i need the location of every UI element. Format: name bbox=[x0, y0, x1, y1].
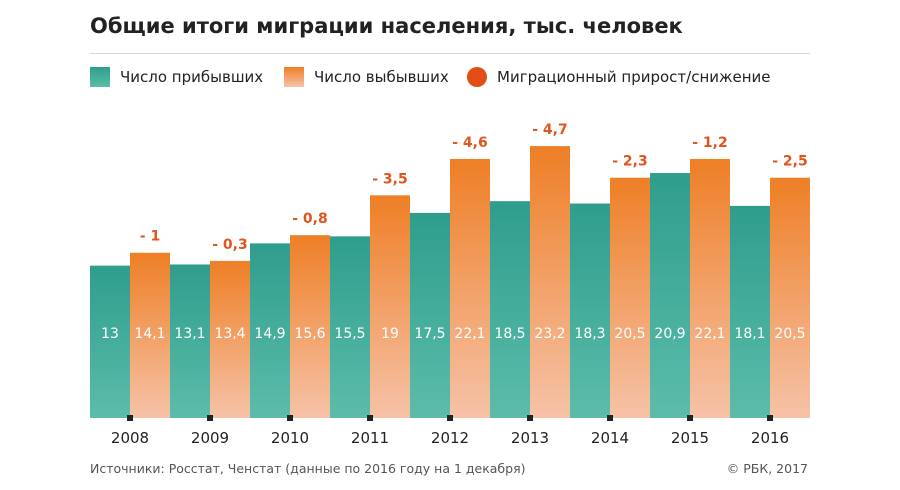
axis-tick bbox=[767, 415, 773, 421]
chart-title: Общие итоги миграции населения, тыс. чел… bbox=[90, 14, 683, 38]
legend-swatch-arrivals bbox=[90, 67, 110, 87]
bar-label-departures: 22,1 bbox=[454, 326, 485, 342]
bar-arrivals bbox=[730, 205, 770, 418]
axis-tick bbox=[127, 415, 133, 421]
axis-tick bbox=[607, 415, 613, 421]
x-tick-label: 2013 bbox=[511, 429, 549, 447]
bar-arrivals bbox=[170, 264, 210, 418]
bar-label-departures: 23,2 bbox=[534, 326, 565, 342]
bar-arrivals bbox=[410, 212, 450, 418]
bar-label-arrivals: 17,5 bbox=[414, 326, 445, 342]
bar-departures bbox=[210, 260, 250, 418]
net-change-label: - 0,3 bbox=[212, 237, 248, 253]
axis-tick bbox=[527, 415, 533, 421]
bar-departures bbox=[770, 177, 810, 418]
axis-tick bbox=[687, 415, 693, 421]
legend-swatch-departures bbox=[284, 67, 304, 87]
bar-departures bbox=[610, 177, 650, 418]
net-change-label: - 1,2 bbox=[692, 135, 728, 151]
bar-label-arrivals: 13,1 bbox=[174, 326, 205, 342]
net-change-label: - 4,7 bbox=[532, 122, 568, 138]
legend-label-arrivals: Число прибывших bbox=[120, 68, 264, 86]
x-tick-label: 2008 bbox=[111, 429, 149, 447]
bar-label-departures: 14,1 bbox=[134, 326, 165, 342]
copyright: © РБК, 2017 bbox=[726, 461, 808, 476]
x-tick-label: 2016 bbox=[751, 429, 789, 447]
net-change-label: - 3,5 bbox=[372, 171, 408, 187]
legend-label-net: Миграционный прирост/снижение bbox=[497, 68, 771, 86]
bar-label-departures: 19 bbox=[381, 326, 399, 342]
bar-departures bbox=[370, 195, 410, 418]
source-note: Источники: Росстат, Ченстат (данные по 2… bbox=[90, 461, 526, 476]
bar-label-arrivals: 13 bbox=[101, 326, 119, 342]
bar-label-arrivals: 20,9 bbox=[654, 326, 685, 342]
x-tick-label: 2011 bbox=[351, 429, 389, 447]
bar-arrivals bbox=[90, 265, 130, 418]
bar-arrivals bbox=[490, 201, 530, 418]
title-divider bbox=[90, 53, 810, 54]
x-tick-label: 2012 bbox=[431, 429, 469, 447]
axis-tick bbox=[207, 415, 213, 421]
bar-arrivals bbox=[250, 243, 290, 418]
bar-label-departures: 15,6 bbox=[294, 326, 325, 342]
bar-label-departures: 20,5 bbox=[774, 326, 805, 342]
net-change-label: - 4,6 bbox=[452, 135, 488, 151]
x-tick-label: 2014 bbox=[591, 429, 629, 447]
legend-item-arrivals: Число прибывших bbox=[90, 66, 263, 88]
bar-departures bbox=[130, 252, 170, 418]
x-tick-label: 2009 bbox=[191, 429, 229, 447]
bar-arrivals bbox=[570, 203, 610, 418]
axis-tick bbox=[367, 415, 373, 421]
net-change-label: - 0,8 bbox=[292, 211, 328, 227]
net-change-label: - 2,3 bbox=[612, 154, 648, 170]
bar-label-arrivals: 18,5 bbox=[494, 326, 525, 342]
bar-arrivals bbox=[330, 236, 370, 418]
bar-departures bbox=[690, 158, 730, 418]
bar-label-arrivals: 18,1 bbox=[734, 326, 765, 342]
net-change-label: - 1 bbox=[140, 229, 160, 245]
legend-label-departures: Число выбывших bbox=[314, 68, 449, 86]
bar-label-departures: 20,5 bbox=[614, 326, 645, 342]
bar-departures bbox=[450, 158, 490, 418]
axis-tick bbox=[287, 415, 293, 421]
bar-label-arrivals: 14,9 bbox=[254, 326, 285, 342]
x-tick-label: 2010 bbox=[271, 429, 309, 447]
bar-label-arrivals: 18,3 bbox=[574, 326, 605, 342]
axis-tick bbox=[447, 415, 453, 421]
bar-label-arrivals: 15,5 bbox=[334, 326, 365, 342]
x-tick-label: 2015 bbox=[671, 429, 709, 447]
legend-item-net: Миграционный прирост/снижение bbox=[467, 66, 771, 88]
bar-label-departures: 13,4 bbox=[214, 326, 245, 342]
legend-item-departures: Число выбывших bbox=[284, 66, 449, 88]
bar-arrivals bbox=[650, 173, 690, 418]
bar-departures bbox=[290, 235, 330, 418]
net-change-label: - 2,5 bbox=[772, 154, 808, 170]
bar-departures bbox=[530, 146, 570, 418]
legend-swatch-net bbox=[467, 67, 487, 87]
bar-label-departures: 22,1 bbox=[694, 326, 725, 342]
